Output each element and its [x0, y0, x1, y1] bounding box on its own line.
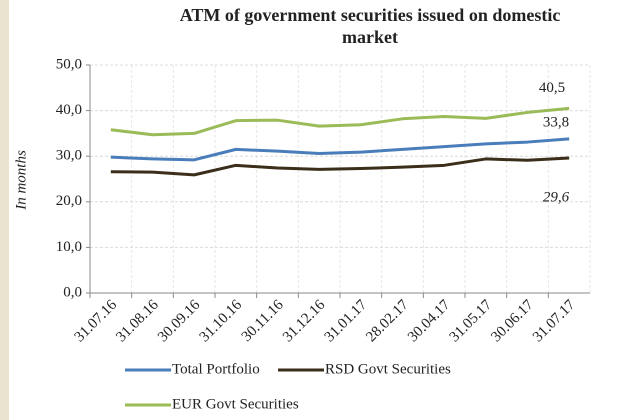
x-tick-label: 31.08.16: [113, 297, 162, 346]
x-tick-label: 31.01.17: [322, 297, 371, 346]
x-tick-label: 31.10.16: [197, 297, 246, 346]
series-line: [110, 106, 570, 137]
legend-label: RSD Govt Securities: [325, 361, 451, 377]
legend-label: Total Portfolio: [172, 361, 260, 377]
series-line: [110, 156, 570, 177]
x-tick-label: 31.07.16: [72, 297, 121, 346]
series-line: [110, 137, 570, 162]
x-tick-label: 31.05.17: [447, 297, 496, 346]
chart-title: ATM of government securities issued on d…: [179, 5, 561, 47]
y-tick-label: 50,0: [56, 56, 82, 72]
y-tick-label: 10,0: [56, 239, 82, 255]
x-tick-label: 30.04.17: [405, 297, 454, 346]
y-axis-label: In months: [13, 150, 29, 211]
x-tick-label: 30.09.16: [155, 297, 204, 346]
data-label: 33,8: [543, 114, 569, 130]
data-label: 40,5: [539, 80, 565, 96]
data-label: 29,6: [543, 189, 570, 205]
y-tick-label: 40,0: [56, 102, 82, 118]
y-tick-label: 0,0: [63, 284, 82, 300]
y-tick-label: 30,0: [56, 148, 82, 164]
x-tick-label: 31.07.17: [530, 297, 579, 346]
side-strip: [0, 0, 9, 420]
x-tick-label: 30.06.17: [488, 297, 537, 346]
y-tick-label: 20,0: [56, 193, 82, 209]
x-tick-label: 30.11.16: [239, 297, 287, 345]
legend-label: EUR Govt Securities: [172, 396, 299, 412]
x-tick-label: 31.12.16: [280, 297, 329, 346]
x-tick-label: 28.02.17: [363, 297, 412, 346]
